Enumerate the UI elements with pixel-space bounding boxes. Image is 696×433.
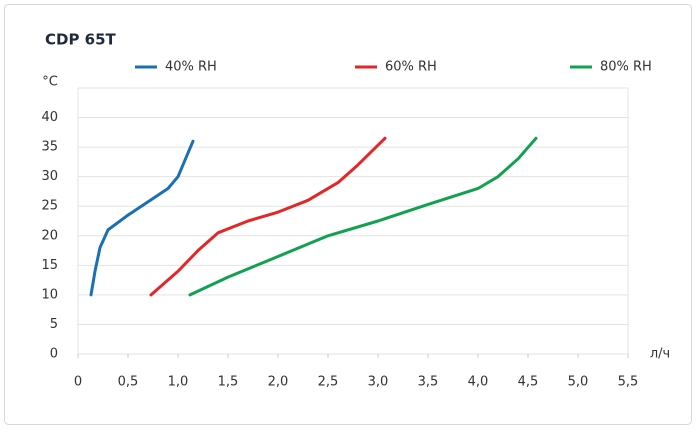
y-tick-label: 0	[50, 347, 58, 362]
x-tick-label: 3,0	[368, 375, 389, 390]
x-tick-label: 1,5	[218, 375, 239, 390]
x-tick-label: 4,0	[468, 375, 489, 390]
y-tick-label: 35	[41, 140, 58, 155]
y-tick-label: 40	[41, 110, 58, 125]
y-tick-label: 10	[41, 287, 58, 302]
x-tick-label: 5,0	[568, 375, 589, 390]
chart-title: CDP 65T	[45, 31, 117, 49]
x-tick-label: 2,5	[318, 375, 339, 390]
x-tick-label: 4,5	[518, 375, 539, 390]
line	[89, 139, 195, 297]
x-axis-label: л/ч	[650, 347, 670, 362]
x-tick-label: 3,5	[418, 375, 439, 390]
x-tick-label: 0,5	[118, 375, 139, 390]
y-tick-label: 30	[41, 169, 58, 184]
y-tick-label: 15	[41, 258, 58, 273]
x-tick-label: 1,0	[168, 375, 189, 390]
x-tick-label: 0	[74, 375, 82, 390]
legend-label: 80% RH	[600, 60, 652, 75]
line	[188, 136, 538, 297]
y-tick-label: 20	[41, 228, 58, 243]
card	[4, 4, 692, 425]
y-tick-label: 5	[50, 317, 58, 332]
line	[149, 136, 387, 297]
legend-label: 60% RH	[385, 60, 437, 75]
x-tick-label: 2,0	[268, 375, 289, 390]
y-tick-label: 25	[41, 199, 58, 214]
y-axis-label: °C	[42, 75, 58, 90]
legend-label: 40% RH	[165, 60, 217, 75]
x-tick-label: 5,5	[618, 375, 639, 390]
